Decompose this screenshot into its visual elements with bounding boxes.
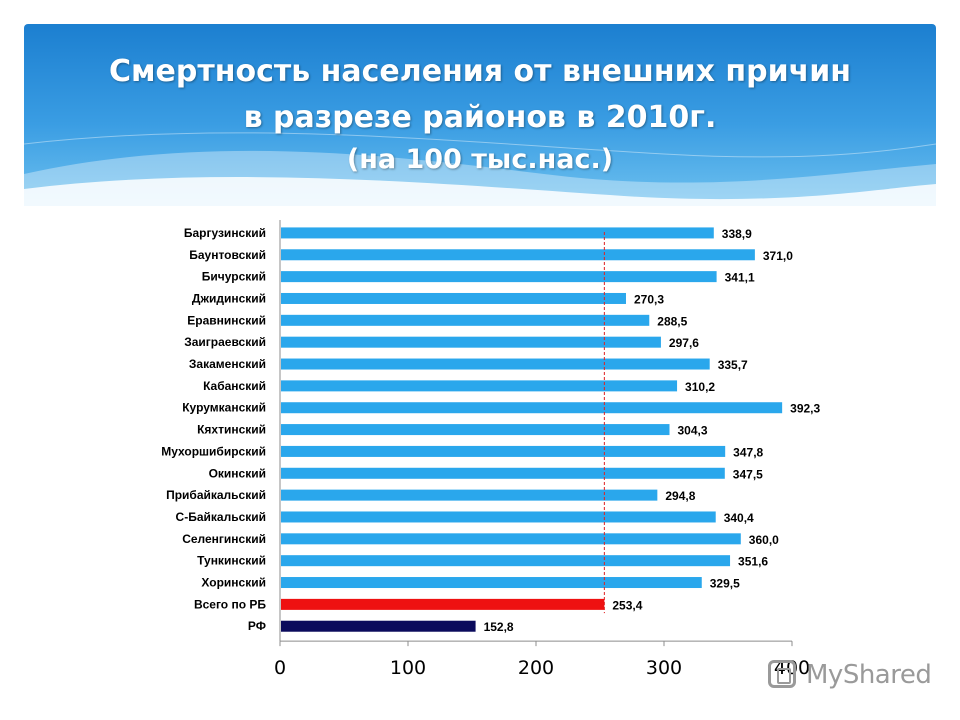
- data-label: 270,3: [634, 292, 664, 306]
- data-label: 341,1: [725, 271, 755, 285]
- bar: [281, 380, 678, 392]
- category-label: Кабанский: [203, 379, 266, 393]
- category-label: Курумканский: [182, 401, 266, 415]
- category-label: РФ: [248, 619, 266, 633]
- bar: [281, 620, 476, 632]
- category-label: Баунтовский: [189, 248, 266, 262]
- category-label: Хоринский: [201, 576, 266, 590]
- data-label: 347,5: [733, 467, 763, 481]
- data-label: 392,3: [790, 402, 820, 416]
- x-tick-label: 300: [646, 657, 682, 679]
- bar: [281, 249, 755, 261]
- data-label: 294,8: [665, 489, 695, 503]
- watermark-text: MyShared: [806, 660, 932, 690]
- data-label: 338,9: [722, 227, 752, 241]
- data-label: 335,7: [718, 358, 748, 372]
- x-tick-label: 0: [274, 657, 286, 679]
- bar: [281, 292, 626, 304]
- data-label: 351,6: [738, 555, 768, 569]
- data-label: 152,8: [484, 620, 514, 634]
- chart-subtitle-units: (на 100 тыс.нас.): [346, 144, 614, 175]
- bar: [281, 598, 605, 610]
- bar: [281, 227, 714, 239]
- bar: [281, 489, 658, 501]
- bar: [281, 577, 702, 589]
- category-label: Мухоршибирский: [161, 444, 266, 458]
- data-label: 288,5: [657, 314, 687, 328]
- category-label: Джидинский: [192, 291, 266, 305]
- data-label: 360,0: [749, 533, 779, 547]
- bar: [281, 314, 650, 326]
- category-label: Прибайкальский: [166, 488, 266, 502]
- bar: [281, 511, 716, 523]
- category-label: Всего по РБ: [194, 597, 266, 611]
- category-label: С-Байкальский: [176, 510, 266, 524]
- watermark-icon: [768, 660, 796, 688]
- category-label: Тункинский: [197, 554, 266, 568]
- data-label: 371,0: [763, 249, 793, 263]
- category-label: Баргузинский: [184, 226, 266, 240]
- watermark-logo: MyShared: [768, 656, 938, 696]
- category-label: Окинский: [209, 466, 266, 480]
- chart-title-line-1: Смертность населения от внешних причин: [108, 54, 852, 89]
- category-label: Селенгинский: [182, 532, 266, 546]
- data-label: 310,2: [685, 380, 715, 394]
- data-label: 253,4: [612, 598, 642, 612]
- category-label: Закаменский: [189, 357, 266, 371]
- banner-wave-decoration: [24, 132, 936, 206]
- data-label: 297,6: [669, 336, 699, 350]
- data-label: 347,8: [733, 445, 763, 459]
- title-banner: Смертность населения от внешних причин в…: [24, 24, 936, 206]
- bar: [281, 336, 661, 348]
- x-tick-label: 100: [390, 657, 426, 679]
- bar: [281, 533, 741, 545]
- bar: [281, 555, 731, 567]
- bar: [281, 467, 725, 479]
- category-label: Еравнинский: [187, 313, 266, 327]
- data-label: 329,5: [710, 577, 740, 591]
- category-label: Бичурский: [202, 270, 266, 284]
- category-label: Кяхтинский: [197, 423, 266, 437]
- bar: [281, 271, 717, 283]
- bar: [281, 358, 710, 370]
- bar: [281, 424, 670, 436]
- category-label: Заиграевский: [184, 335, 266, 349]
- bar: [281, 402, 783, 414]
- chart-title-line-2: в разрезе районов в 2010г.: [243, 100, 717, 135]
- data-label: 304,3: [678, 424, 708, 438]
- bar: [281, 445, 726, 457]
- data-label: 340,4: [724, 511, 754, 525]
- x-tick-label: 200: [518, 657, 554, 679]
